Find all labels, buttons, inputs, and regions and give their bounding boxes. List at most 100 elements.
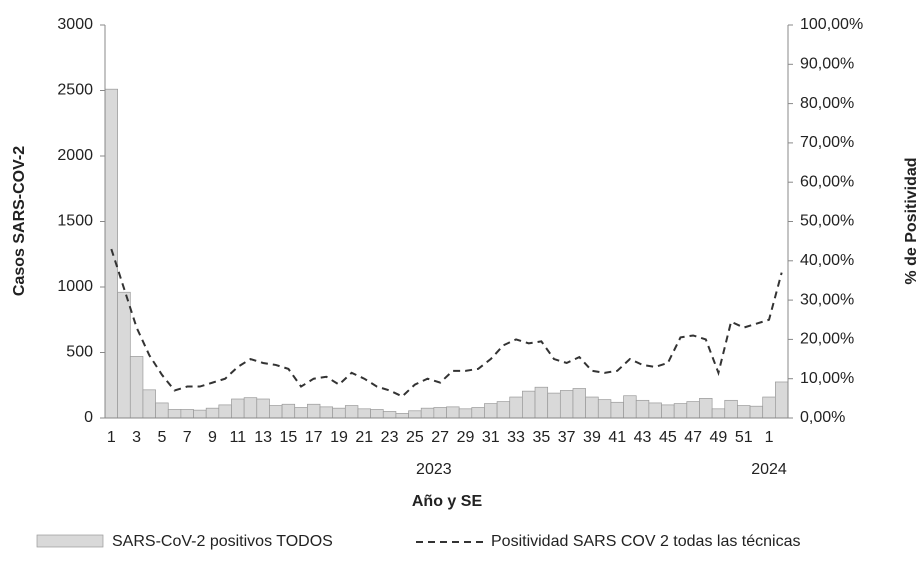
x-tick-label: 33	[507, 429, 525, 446]
x-tick-label: 49	[710, 429, 728, 446]
y-tick-label: 2500	[57, 82, 93, 99]
y2-axis-title: % de Positividad	[903, 157, 920, 284]
bar	[180, 409, 194, 419]
x-tick-label: 37	[558, 429, 576, 446]
bar	[370, 409, 384, 419]
x-tick-label: 19	[330, 429, 348, 446]
bar	[559, 390, 574, 419]
y2-tick-label: 90,00%	[800, 56, 854, 73]
y2-tick-label: 60,00%	[800, 173, 854, 190]
bar	[749, 405, 764, 419]
y2-tick-label: 40,00%	[800, 252, 854, 269]
x-tick-label: 11	[230, 429, 247, 446]
legend-label: Positividad SARS COV 2 todas las técnica…	[491, 533, 800, 550]
y2-tick-label: 10,00%	[800, 370, 854, 387]
bar	[484, 403, 498, 419]
bar	[167, 409, 182, 419]
bar	[294, 407, 308, 419]
bar	[205, 407, 220, 419]
bar	[319, 406, 334, 419]
y-axis-title: Casos SARS-COV-2	[11, 146, 28, 296]
y-tick-label: 500	[66, 344, 93, 361]
x-tick-label: 43	[634, 429, 652, 446]
bar	[597, 399, 612, 419]
y2-tick-label: 0,00%	[800, 409, 845, 426]
y-tick-label: 3000	[57, 16, 93, 33]
y2-tick-label: 50,00%	[800, 213, 854, 230]
bar	[509, 396, 523, 419]
x-tick-label: 9	[208, 429, 217, 446]
x-tick-label: 35	[532, 429, 550, 446]
legend-swatch	[36, 534, 104, 548]
bar	[648, 402, 662, 419]
y2-tick-label: 20,00%	[800, 331, 854, 348]
bar	[534, 386, 549, 419]
bar	[496, 401, 511, 419]
bar	[420, 407, 435, 419]
x-tick-label: 39	[583, 429, 601, 446]
bar	[155, 402, 169, 419]
bar	[547, 392, 561, 419]
bar	[357, 408, 371, 419]
y2-tick-label: 100,00%	[800, 16, 863, 33]
bar	[471, 407, 485, 419]
bar	[281, 403, 296, 419]
x-tick-label: 3	[132, 429, 141, 446]
x-tick-label: 29	[457, 429, 475, 446]
legend-label: SARS-CoV-2 positivos TODOS	[112, 533, 333, 550]
y2-tick-label: 80,00%	[800, 95, 854, 112]
x-tick-label: 45	[659, 429, 677, 446]
bar	[635, 399, 650, 419]
y-tick-label: 1500	[57, 213, 93, 230]
x-tick-label: 47	[684, 429, 702, 446]
bar	[724, 399, 738, 419]
bar	[686, 401, 700, 419]
y2-tick-label: 70,00%	[800, 134, 854, 151]
bar	[307, 403, 321, 419]
bar	[433, 407, 447, 419]
x-tick-label: 27	[431, 429, 449, 446]
x-tick-label: 21	[355, 429, 373, 446]
y2-tick-label: 30,00%	[800, 291, 854, 308]
bar	[572, 388, 586, 419]
bar	[117, 291, 131, 419]
line	[110, 248, 783, 398]
x-tick-label: 13	[254, 429, 272, 446]
y-tick-label: 0	[84, 409, 93, 426]
x-tick-label: 5	[157, 429, 166, 446]
bar	[623, 395, 637, 419]
bar	[673, 403, 688, 419]
bar	[737, 405, 751, 419]
bar	[129, 356, 144, 419]
bar	[775, 381, 789, 419]
bar	[585, 396, 599, 419]
bar	[762, 396, 776, 419]
bar	[142, 389, 156, 419]
group-label: 2024	[751, 461, 787, 478]
x-tick-label: 25	[406, 429, 424, 446]
bar	[344, 405, 359, 419]
x-tick-label: 1	[765, 429, 774, 446]
bar	[661, 404, 675, 419]
x-tick-label: 41	[608, 429, 626, 446]
bar	[243, 397, 258, 419]
y-tick-label: 2000	[57, 147, 93, 164]
bar	[382, 411, 397, 419]
bar	[711, 408, 726, 419]
bar	[408, 410, 422, 419]
bar	[458, 408, 473, 419]
bar	[522, 390, 536, 419]
x-tick-label: 17	[305, 429, 323, 446]
bar	[395, 413, 409, 419]
bar	[218, 404, 232, 419]
x-tick-label: 31	[482, 429, 500, 446]
bar	[231, 398, 245, 419]
x-tick-label: 1	[107, 429, 116, 446]
bar	[193, 409, 207, 419]
x-tick-label: 51	[735, 429, 753, 446]
y-tick-label: 1000	[57, 278, 93, 295]
bar	[256, 398, 270, 419]
x-axis-title: Año y SE	[412, 493, 483, 510]
bar	[332, 407, 346, 419]
